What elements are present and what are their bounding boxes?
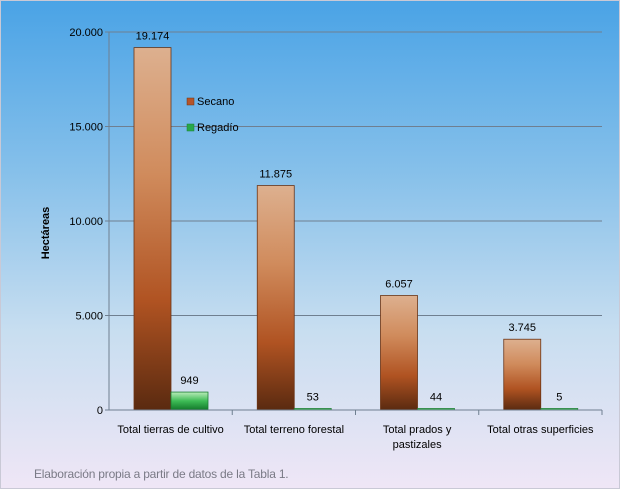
data-label: 44: [430, 392, 442, 404]
data-label: 11.875: [259, 169, 292, 181]
bar-chart: 0 5.000 10.000 15.000 20.000 19.174 949 11.875…: [40, 27, 603, 451]
data-label: 949: [180, 375, 198, 387]
legend-swatch-secano: [186, 97, 195, 106]
data-label: 5: [556, 392, 562, 404]
y-tick-label: 15.000: [69, 122, 103, 134]
bar-secano: [256, 185, 295, 411]
bar-secano: [133, 47, 172, 411]
x-tick-label: pastizales: [393, 439, 442, 451]
gridlines: [109, 31, 602, 316]
y-tick-label: 0: [97, 405, 103, 417]
data-label: 3.745: [508, 322, 536, 334]
x-tick-label: Total otras superficies: [487, 424, 594, 436]
y-axis-label: Hectáreas: [40, 207, 52, 260]
y-axis: 0 5.000 10.000 15.000 20.000: [69, 27, 110, 417]
x-tick-label: Total tierras de cultivo: [117, 424, 223, 436]
x-axis: Total tierras de cultivo Total terreno fo…: [109, 409, 603, 451]
legend-label-secano: Secano: [197, 96, 234, 108]
x-tick-label: Total prados y: [383, 424, 452, 436]
y-tick-label: 20.000: [69, 27, 103, 39]
y-tick-label: 10.000: [69, 216, 103, 228]
legend-swatch-regadío: [186, 123, 195, 132]
data-label: 53: [307, 392, 319, 404]
data-label: 19.174: [136, 31, 170, 43]
legend-label-regadío: Regadío: [197, 122, 239, 134]
source-note: Elaboración propia a partir de datos de …: [34, 467, 289, 481]
x-tick-label: Total terreno forestal: [244, 424, 344, 436]
data-label: 6.057: [385, 279, 413, 291]
bar-secano: [380, 295, 418, 411]
bar-secano: [503, 338, 542, 411]
legend: Secano Regadío: [186, 96, 239, 134]
bars: 19.174 949 11.875 53 6.057 44 3.745 5: [133, 31, 579, 411]
bar-regadío: [170, 391, 209, 411]
y-tick-label: 5.000: [75, 311, 103, 323]
